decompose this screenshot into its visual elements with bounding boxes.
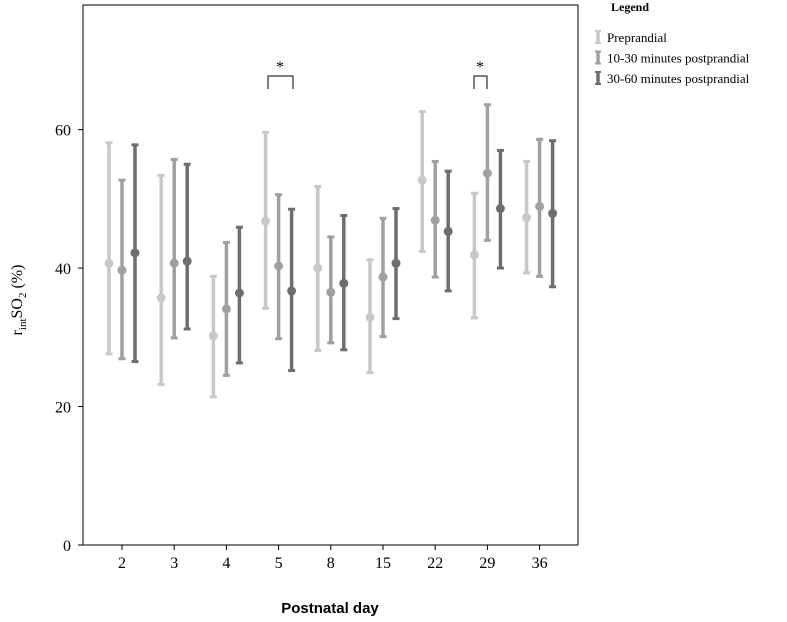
significance-bracket: [473, 75, 488, 89]
mean-point: [261, 216, 271, 226]
y-axis-label: rintSO2 (%): [9, 265, 29, 336]
mean-point: [378, 272, 388, 282]
significance-mark: *: [276, 59, 284, 76]
x-tick-label: 15: [375, 555, 391, 572]
mean-point: [443, 226, 453, 236]
mean-point: [287, 286, 297, 296]
mean-point: [130, 248, 140, 258]
significance-bracket: [267, 75, 294, 89]
mean-point: [417, 175, 427, 185]
mean-point: [495, 204, 505, 214]
y-tick-label: 60: [55, 123, 71, 140]
x-axis-label: Postnatal day: [281, 600, 379, 617]
mean-point: [234, 288, 244, 298]
y-label-part: 2: [17, 293, 29, 299]
mean-point: [117, 265, 127, 275]
mean-point: [482, 168, 492, 178]
mean-point: [469, 250, 479, 260]
mean-point: [365, 312, 375, 322]
mean-point: [430, 215, 440, 225]
mean-point: [391, 258, 401, 268]
x-tick-label: 29: [479, 555, 495, 572]
mean-point: [156, 293, 166, 303]
x-tick-label: 5: [275, 555, 283, 572]
mean-point: [221, 304, 231, 314]
significance-mark: *: [476, 59, 484, 76]
mean-point: [522, 213, 532, 223]
mean-point: [313, 263, 323, 273]
y-label-part: int: [17, 318, 29, 330]
x-tick-label: 4: [222, 555, 230, 572]
mean-point: [208, 331, 218, 341]
x-tick-label: 3: [170, 555, 178, 572]
legend-label: Preprandial: [607, 30, 667, 45]
y-label-part: SO: [9, 298, 26, 318]
mean-point: [274, 261, 284, 271]
mean-point: [548, 208, 558, 218]
y-tick-label: 0: [63, 538, 71, 555]
x-tick-label: 8: [327, 555, 335, 572]
legend-label: 10-30 minutes postprandial: [607, 51, 750, 66]
y-tick-label: 20: [55, 400, 71, 417]
x-tick-label: 2: [118, 555, 126, 572]
mean-point: [339, 278, 349, 288]
mean-point: [182, 256, 192, 266]
x-tick-label: 36: [532, 555, 548, 572]
mean-point: [326, 287, 336, 297]
y-label-part: (%): [9, 265, 26, 293]
y-label-part: r: [9, 329, 26, 335]
legend-label: 30-60 minutes postprandial: [607, 71, 750, 86]
legend-title: Legend: [611, 0, 649, 14]
mean-point: [169, 258, 179, 268]
mean-point: [104, 258, 114, 268]
y-tick-label: 40: [55, 261, 71, 278]
x-tick-label: 22: [427, 555, 443, 572]
mean-point: [535, 201, 545, 211]
